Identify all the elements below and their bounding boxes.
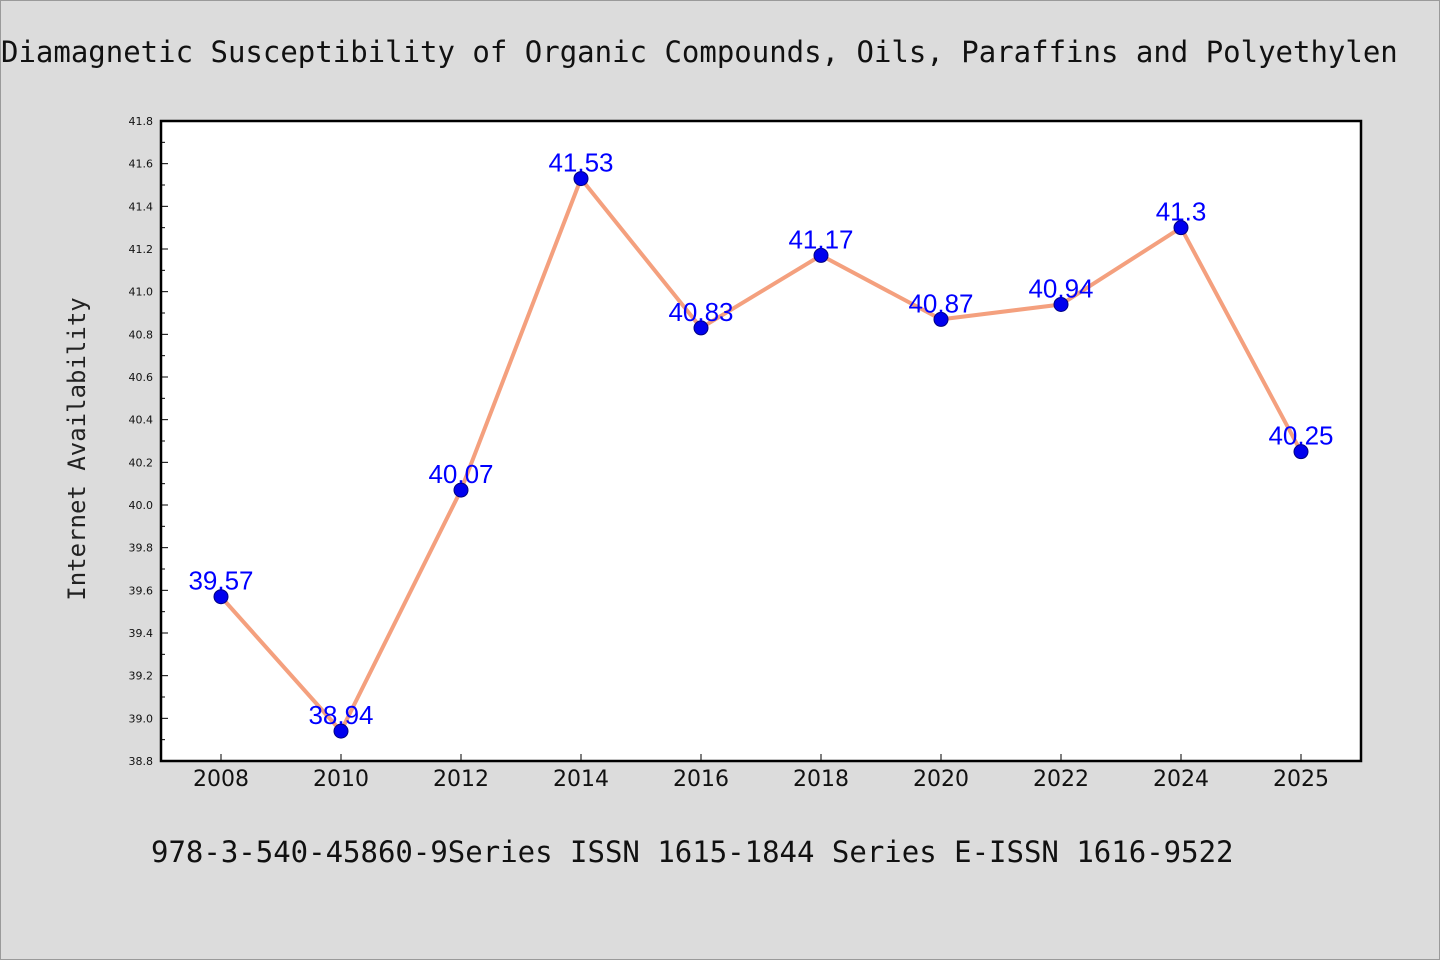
data-point: [1053, 296, 1069, 312]
series-line: [219, 176, 1303, 734]
data-point: [573, 171, 589, 187]
y-tick-label: 39.8: [129, 542, 154, 555]
data-label: 40.25: [1268, 421, 1333, 451]
data-labels: 39.57 38.94 40.07 41.53 40.83 41.17 40.87 40.94…: [188, 148, 1333, 731]
data-point: [693, 320, 709, 336]
y-tick-label: 39.0: [129, 712, 154, 725]
y-tick-label: 41.8: [129, 115, 154, 128]
y-tick-label: 40.0: [129, 499, 154, 512]
x-tick-label: 2018: [793, 767, 849, 792]
x-tick-label: 2010: [313, 767, 369, 792]
y-tick-label: 41.6: [129, 158, 154, 171]
data-point: [813, 247, 829, 263]
x-tick-label: 2014: [553, 767, 609, 792]
x-tick-label: 2025: [1273, 767, 1329, 792]
data-point: [1293, 444, 1309, 460]
x-tick-label: 2022: [1033, 767, 1089, 792]
data-point: [933, 311, 949, 327]
data-label: 40.94: [1028, 273, 1093, 303]
data-label: 40.83: [668, 297, 733, 327]
y-tick-label: 41.2: [129, 243, 154, 256]
data-point: [1173, 220, 1189, 236]
y-axis-label: Internet Availability: [63, 297, 91, 600]
y-tick-label: 41.4: [129, 200, 154, 213]
x-axis: 2008 2010 2012 2014 2016 2018 2020 2022 2024 2025: [193, 754, 1329, 792]
data-label: 41.3: [1156, 197, 1207, 227]
y-tick-label: 40.2: [129, 456, 154, 469]
x-tick-label: 2016: [673, 767, 729, 792]
y-tick-label: 40.6: [129, 371, 154, 384]
x-tick-label: 2020: [913, 767, 969, 792]
x-tick-label: 2012: [433, 767, 489, 792]
data-label: 41.17: [788, 224, 853, 254]
data-point: [453, 482, 469, 498]
data-label: 39.57: [188, 566, 253, 596]
data-markers: [213, 171, 1309, 739]
data-point: [333, 723, 349, 739]
data-label: 40.87: [908, 288, 973, 318]
y-tick-label: 38.8: [129, 755, 154, 768]
y-tick-label: 40.8: [129, 328, 154, 341]
data-point: [213, 589, 229, 605]
y-axis: 38.8 39.0 39.2 39.4 39.6 39.8 40.0 40.2 40.4 40.6…: [129, 115, 168, 768]
y-tick-label: 39.2: [129, 670, 154, 683]
x-tick-label: 2024: [1153, 767, 1209, 792]
data-label: 41.53: [548, 148, 613, 178]
plot-area: [159, 119, 1363, 763]
y-tick-label: 41.0: [129, 286, 154, 299]
footer-isbn-text: 978-3-540-45860-9Series ISSN 1615-1844 S…: [151, 835, 1234, 869]
y-tick-label: 40.4: [129, 414, 154, 427]
y-tick-label: 39.6: [129, 584, 154, 597]
chart-title: Diamagnetic Susceptibility of Organic Co…: [1, 35, 1398, 69]
data-label: 40.07: [428, 459, 493, 489]
x-tick-label: 2008: [193, 767, 249, 792]
data-label: 38.94: [308, 700, 373, 730]
y-tick-label: 39.4: [129, 627, 154, 640]
